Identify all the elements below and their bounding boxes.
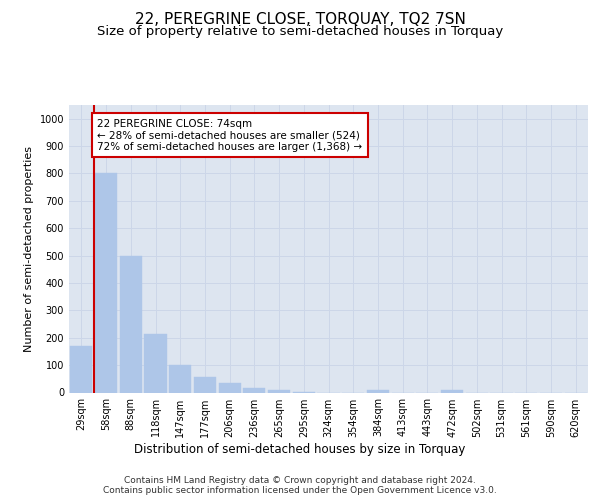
Y-axis label: Number of semi-detached properties: Number of semi-detached properties [24, 146, 34, 352]
Bar [441, 390, 463, 392]
Bar [70, 346, 92, 393]
Text: Contains HM Land Registry data © Crown copyright and database right 2024.
Contai: Contains HM Land Registry data © Crown c… [103, 476, 497, 496]
Bar [119, 256, 142, 392]
Bar [367, 390, 389, 392]
Bar [169, 365, 191, 392]
Text: Size of property relative to semi-detached houses in Torquay: Size of property relative to semi-detach… [97, 25, 503, 38]
Bar [194, 378, 216, 392]
Bar [268, 390, 290, 392]
Bar [145, 334, 167, 392]
Bar [218, 383, 241, 392]
Bar [95, 174, 117, 392]
Bar [243, 388, 265, 392]
Text: 22, PEREGRINE CLOSE, TORQUAY, TQ2 7SN: 22, PEREGRINE CLOSE, TORQUAY, TQ2 7SN [134, 12, 466, 28]
Text: Distribution of semi-detached houses by size in Torquay: Distribution of semi-detached houses by … [134, 442, 466, 456]
Text: 22 PEREGRINE CLOSE: 74sqm
← 28% of semi-detached houses are smaller (524)
72% of: 22 PEREGRINE CLOSE: 74sqm ← 28% of semi-… [97, 118, 362, 152]
